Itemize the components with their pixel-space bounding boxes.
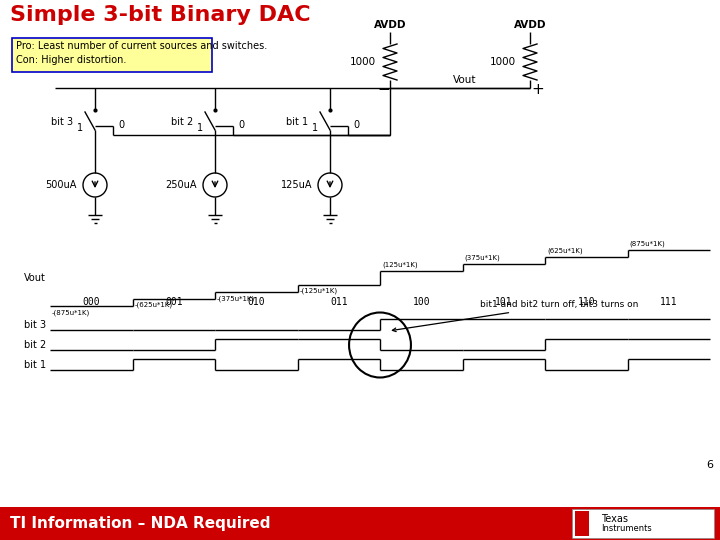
Text: bit 1: bit 1 <box>24 360 46 370</box>
Text: -(875u*1K): -(875u*1K) <box>52 309 90 315</box>
Text: Pro: Least number of current sources and switches.
Con: Higher distortion.: Pro: Least number of current sources and… <box>16 41 267 65</box>
Text: 0: 0 <box>353 120 359 130</box>
Text: 500uA: 500uA <box>45 180 77 190</box>
Text: 250uA: 250uA <box>166 180 197 190</box>
Text: 125uA: 125uA <box>281 180 312 190</box>
Text: 110: 110 <box>577 297 595 307</box>
Text: +: + <box>531 82 544 97</box>
Bar <box>0 507 720 540</box>
Text: -(375u*1K): -(375u*1K) <box>217 295 256 301</box>
Text: 1: 1 <box>77 123 83 133</box>
Text: bit 3: bit 3 <box>24 320 46 330</box>
Text: 000: 000 <box>82 297 100 307</box>
Text: bit 3: bit 3 <box>51 117 73 127</box>
Text: −: − <box>377 82 390 97</box>
Text: 1: 1 <box>312 123 318 133</box>
Text: 111: 111 <box>660 297 678 307</box>
Text: 1: 1 <box>197 123 203 133</box>
Text: bit 2: bit 2 <box>24 340 46 350</box>
Text: -(125u*1K): -(125u*1K) <box>300 288 338 294</box>
Text: 010: 010 <box>248 297 265 307</box>
Text: 101: 101 <box>495 297 513 307</box>
Text: (875u*1K): (875u*1K) <box>629 240 665 247</box>
Text: bit 1: bit 1 <box>286 117 308 127</box>
Text: Vout: Vout <box>454 75 477 85</box>
Text: (375u*1K): (375u*1K) <box>464 254 500 261</box>
Text: AVDD: AVDD <box>374 20 406 30</box>
Bar <box>12 38 212 72</box>
Text: Simple 3-bit Binary DAC: Simple 3-bit Binary DAC <box>10 5 310 25</box>
Text: 001: 001 <box>165 297 183 307</box>
Text: TI Information – NDA Required: TI Information – NDA Required <box>10 516 271 531</box>
Text: Vout: Vout <box>24 273 46 283</box>
Text: 1000: 1000 <box>350 57 376 67</box>
Text: 0: 0 <box>118 120 124 130</box>
Text: (625u*1K): (625u*1K) <box>547 247 582 254</box>
Bar <box>575 511 589 536</box>
Text: 6: 6 <box>706 460 714 470</box>
Text: bit1 and bit2 turn off, bit3 turns on: bit1 and bit2 turn off, bit3 turns on <box>392 300 639 332</box>
Text: -(625u*1K): -(625u*1K) <box>135 302 173 308</box>
Text: 1000: 1000 <box>490 57 516 67</box>
Text: 0: 0 <box>238 120 244 130</box>
Text: 011: 011 <box>330 297 348 307</box>
Text: Texas: Texas <box>601 515 628 524</box>
Text: (125u*1K): (125u*1K) <box>382 261 418 268</box>
Text: 100: 100 <box>413 297 430 307</box>
Bar <box>572 509 714 538</box>
Text: AVDD: AVDD <box>514 20 546 30</box>
Text: bit 2: bit 2 <box>171 117 193 127</box>
Text: Instruments: Instruments <box>601 524 652 533</box>
